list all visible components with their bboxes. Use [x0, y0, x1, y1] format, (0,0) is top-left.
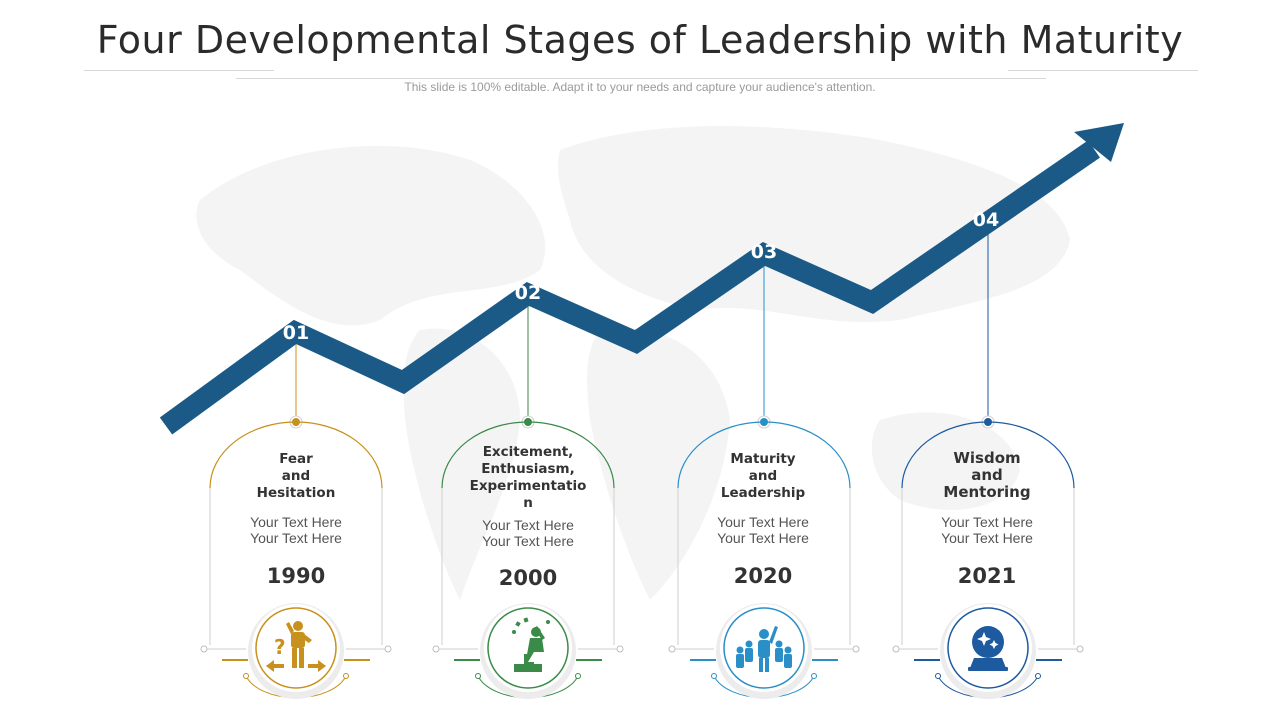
- step-number-03: 03: [750, 241, 778, 263]
- stage-heading: Excitement, Enthusiasm, Experimentation: [469, 444, 587, 511]
- icon-inner-ring: [487, 607, 569, 689]
- stage-body-text: Your Text Here Your Text Here: [717, 514, 809, 546]
- bottom-arc-node: [575, 673, 581, 679]
- arch-end-node: [852, 645, 860, 653]
- arch-end-node: [892, 645, 900, 653]
- bottom-arc-node: [343, 673, 349, 679]
- title-divider: [236, 78, 1046, 79]
- stage-arch-top: [441, 421, 615, 489]
- bottom-arc-node: [935, 673, 941, 679]
- page-title: Four Developmental Stages of Leadership …: [96, 18, 1184, 62]
- title-divider: [84, 70, 274, 71]
- bottom-arc-node: [243, 673, 249, 679]
- arch-end-node: [200, 645, 208, 653]
- step-number-01: 01: [282, 322, 310, 344]
- stage-heading: Fear and Hesitation: [256, 451, 336, 501]
- stage-arch-top: [677, 421, 851, 489]
- arrow-head: [1074, 123, 1124, 162]
- stage-arch-top: [209, 421, 383, 489]
- arch-end-node: [668, 645, 676, 653]
- stage-year: 2020: [733, 564, 793, 588]
- bottom-arc-node: [1035, 673, 1041, 679]
- bottom-arc-node: [811, 673, 817, 679]
- arch-end-node: [432, 645, 440, 653]
- svg-text:?: ?: [274, 635, 286, 659]
- stage-body-text: Your Text Here Your Text Here: [250, 514, 342, 546]
- stage-year: 2021: [957, 564, 1017, 588]
- growth-arrow: [159, 140, 1100, 435]
- step-number-04: 04: [972, 209, 1000, 231]
- stage-3-graphic: [668, 266, 860, 699]
- bottom-arc-node: [475, 673, 481, 679]
- stage-arch-top: [901, 421, 1075, 489]
- stage-heading: Maturity and Leadership: [720, 451, 806, 501]
- arch-end-node: [1076, 645, 1084, 653]
- stage-card-2: Excitement, Enthusiasm, Experimentation …: [448, 444, 608, 590]
- stage-body-text: Your Text Here Your Text Here: [941, 514, 1033, 546]
- arch-end-node: [616, 645, 624, 653]
- confused-person-icon: ?: [266, 621, 326, 672]
- stage-4-graphic: [892, 234, 1084, 699]
- step-number-02: 02: [514, 282, 542, 304]
- title-divider: [1008, 70, 1198, 71]
- stage-body-text: Your Text Here Your Text Here: [482, 517, 574, 549]
- stage-card-3: Maturity and Leadership Your Text Here Y…: [683, 451, 843, 588]
- subtitle: This slide is 100% editable. Adapt it to…: [404, 80, 876, 94]
- stage-year: 1990: [266, 564, 326, 588]
- leader-with-team-icon: [736, 626, 792, 672]
- arch-end-node: [384, 645, 392, 653]
- stage-1-graphic: ?: [200, 344, 392, 699]
- crystal-ball-icon: [968, 626, 1008, 671]
- stage-year: 2000: [498, 566, 558, 590]
- stage-heading: Wisdom and Mentoring: [943, 449, 1031, 501]
- enthusiastic-person-icon: [512, 617, 550, 672]
- stage-2-graphic: [432, 306, 624, 699]
- stage-card-4: Wisdom and Mentoring Your Text Here Your…: [907, 449, 1067, 589]
- stage-card-1: Fear and Hesitation Your Text Here Your …: [216, 451, 376, 588]
- bottom-arc-node: [711, 673, 717, 679]
